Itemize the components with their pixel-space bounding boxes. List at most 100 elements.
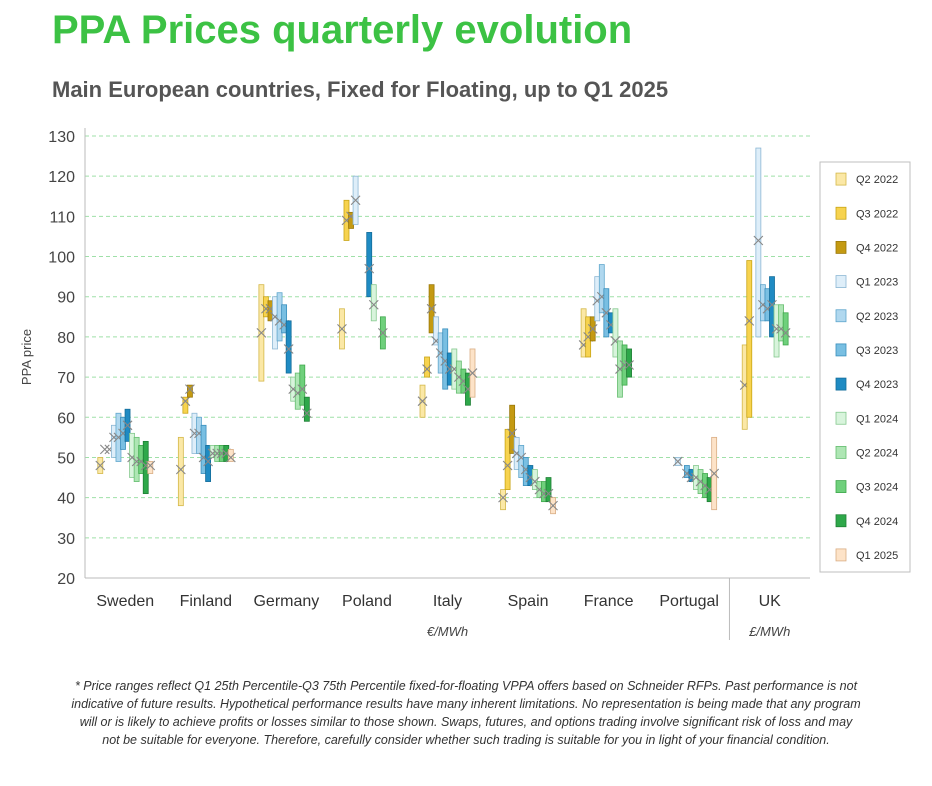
legend-swatch <box>835 343 847 357</box>
median-marker <box>502 460 513 471</box>
legend-swatch <box>835 172 847 186</box>
median-marker <box>780 328 791 338</box>
median-marker <box>753 235 764 246</box>
median-marker <box>744 315 755 326</box>
ppa-price-chart: 20 30 40 50 60 70 80 90 100 110 120 130 PPA price Swe… <box>19 128 911 640</box>
range-box <box>366 232 373 298</box>
y-tick-label: 70 <box>57 370 75 387</box>
median-marker <box>467 368 478 378</box>
legend-swatch <box>835 446 847 459</box>
y-tick-label: 120 <box>48 169 75 186</box>
median-marker <box>225 452 236 463</box>
median-marker <box>99 444 110 455</box>
median-marker <box>364 263 375 274</box>
median-marker <box>587 323 598 334</box>
median-marker <box>95 460 106 471</box>
median-marker <box>426 303 437 314</box>
median-marker <box>601 307 612 318</box>
median-marker <box>709 468 720 479</box>
range-box <box>281 304 288 334</box>
range-box <box>182 396 189 414</box>
legend <box>819 161 911 573</box>
median-marker <box>368 299 379 310</box>
legend-swatch <box>835 206 847 220</box>
unit-label: €/MWh <box>427 624 468 639</box>
y-tick-label: 130 <box>48 129 75 146</box>
median-marker <box>145 460 156 471</box>
disclaimer-footnote: * Price ranges reflect Q1 25th Percentil… <box>71 679 861 747</box>
category-label: France <box>584 593 634 610</box>
y-tick-label: 100 <box>48 250 75 267</box>
median-marker <box>543 488 554 499</box>
legend-swatch <box>835 309 847 323</box>
y-tick-label: 20 <box>57 571 75 588</box>
median-marker <box>417 396 428 407</box>
y-axis-label: PPA price <box>19 329 34 385</box>
median-marker <box>175 464 186 475</box>
legend-swatch <box>835 514 847 528</box>
median-marker <box>529 476 540 487</box>
median-marker <box>672 456 683 467</box>
category-label: Germany <box>253 593 319 610</box>
legend-label: Q4 2022 <box>856 242 898 254</box>
y-tick-label: 40 <box>57 491 75 508</box>
legend-swatch <box>835 548 847 562</box>
y-tick-label: 60 <box>57 410 75 427</box>
y-tick-label: 90 <box>57 290 75 307</box>
median-marker <box>180 396 191 407</box>
unit-label: £/MWh <box>748 624 790 639</box>
legend-label: Q2 2023 <box>856 311 898 323</box>
median-marker <box>498 492 508 503</box>
y-tick-label: 110 <box>49 209 75 226</box>
y-tick-label: 80 <box>57 330 75 347</box>
median-marker <box>377 328 388 338</box>
legend-swatch <box>835 480 847 493</box>
median-marker <box>548 500 558 511</box>
median-marker <box>283 344 294 354</box>
y-tick-label: 30 <box>57 531 75 548</box>
median-marker <box>301 408 312 419</box>
median-marker <box>256 328 267 338</box>
range-box <box>299 364 306 406</box>
median-marker <box>350 195 361 206</box>
category-label: Portugal <box>659 593 719 610</box>
median-marker <box>507 428 518 439</box>
median-marker <box>422 364 432 374</box>
category-label: Italy <box>433 593 462 610</box>
median-marker <box>122 420 133 431</box>
range-box <box>433 316 440 346</box>
category-label: Spain <box>508 593 549 610</box>
legend-label: Q2 2024 <box>856 447 898 459</box>
legend-label: Q1 2023 <box>856 277 898 289</box>
legend-swatch <box>835 377 847 391</box>
median-marker <box>516 452 527 463</box>
category-label: UK <box>759 593 782 610</box>
median-marker <box>337 323 347 334</box>
legend-label: Q3 2023 <box>856 345 898 357</box>
category-label: Finland <box>180 593 232 610</box>
legend-label: Q4 2024 <box>856 516 898 528</box>
range-box <box>612 308 619 358</box>
legend-label: Q4 2023 <box>856 379 898 391</box>
range-box <box>303 396 310 422</box>
legend-label: Q3 2022 <box>856 208 898 220</box>
legend-swatch <box>835 241 847 254</box>
median-marker <box>610 336 621 346</box>
legend-label: Q3 2024 <box>856 482 898 494</box>
median-marker <box>624 360 634 370</box>
legend-swatch <box>835 411 847 425</box>
median-marker <box>203 456 213 467</box>
median-marker <box>185 384 195 395</box>
range-box <box>746 260 753 418</box>
legend-label: Q1 2025 <box>856 550 898 562</box>
legend-label: Q2 2022 <box>856 174 898 186</box>
legend-swatch <box>835 275 847 288</box>
range-box <box>782 312 789 346</box>
median-marker <box>767 299 777 310</box>
category-label: Sweden <box>96 593 154 610</box>
category-label: Poland <box>342 593 392 610</box>
chart-title: PPA Prices quarterly evolution <box>52 8 633 52</box>
y-tick-label: 50 <box>57 450 75 467</box>
median-marker <box>297 384 308 395</box>
chart-subtitle: Main European countries, Fixed for Float… <box>52 77 669 102</box>
